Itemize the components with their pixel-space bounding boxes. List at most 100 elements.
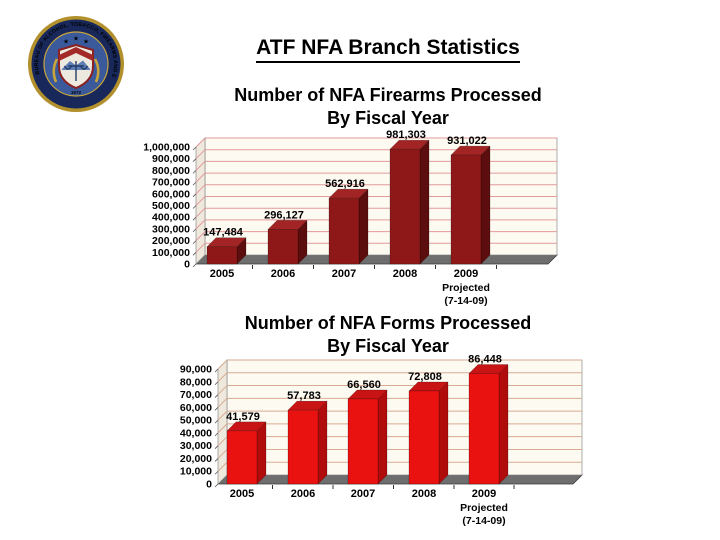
y-tick-label: 900,000 xyxy=(152,153,190,165)
bar-2006 xyxy=(267,229,299,265)
x-category-note: Projected xyxy=(460,502,508,514)
chart1-title: Number of NFA Firearms Processed By Fisc… xyxy=(234,85,542,128)
bar-value-label: 57,783 xyxy=(287,390,321,402)
y-tick-label: 1,000,000 xyxy=(143,142,190,154)
chart-svg-0: 0100,000200,000300,000400,000500,000600,… xyxy=(143,129,558,307)
bar-2008 xyxy=(408,390,440,485)
y-tick-label: 70,000 xyxy=(180,389,212,401)
y-tick xyxy=(214,381,219,386)
y-tick-label: 500,000 xyxy=(152,200,190,212)
y-tick-label: 300,000 xyxy=(152,223,190,235)
gridline-stub xyxy=(217,449,228,459)
gridline-stub xyxy=(195,149,206,160)
x-category-label: 2009 xyxy=(472,488,496,500)
gridline-stub xyxy=(217,385,228,395)
y-tick xyxy=(192,193,197,198)
chart-svg-1: 010,00020,00030,00040,00050,00060,00070,… xyxy=(180,354,583,527)
gridline-stub xyxy=(217,423,228,434)
bar-value-label: 296,127 xyxy=(264,209,304,221)
gridline-stub xyxy=(217,410,228,421)
gridline-stub xyxy=(217,372,228,383)
gridline-stub xyxy=(195,231,206,241)
bar-side-2009 xyxy=(498,363,509,485)
y-tick-label: 90,000 xyxy=(180,364,212,376)
plot-back-wall xyxy=(226,359,583,476)
x-category-note: (7-14-09) xyxy=(444,295,487,307)
bar-value-label: 562,916 xyxy=(325,178,365,190)
x-category-label: 2009 xyxy=(454,268,478,280)
x-category-label: 2008 xyxy=(393,268,417,280)
y-tick-label: 40,000 xyxy=(180,427,212,439)
y-tick-label: 0 xyxy=(206,479,212,491)
chart2-title: Number of NFA Forms Processed By Fiscal … xyxy=(244,313,532,356)
y-tick-label: 0 xyxy=(184,259,190,271)
bar-2005 xyxy=(226,430,258,485)
atf-seal-logo: BUREAU OF ALCOHOL, TOBACCO, FIREARMS AND… xyxy=(26,14,124,112)
x-category-note: Projected xyxy=(442,282,490,294)
gridline-stub xyxy=(195,137,206,148)
x-category-label: 2006 xyxy=(291,488,315,500)
bar-2006 xyxy=(287,409,319,485)
plot-floor xyxy=(195,254,558,265)
gridline-stub xyxy=(195,219,206,230)
seal-star-icon: ★ xyxy=(73,35,79,43)
y-tick-label: 10,000 xyxy=(180,466,212,478)
y-tick-label: 30,000 xyxy=(180,440,212,452)
y-tick xyxy=(214,458,219,462)
gridline-stub xyxy=(195,196,206,206)
gridline-stub xyxy=(195,207,206,218)
bar-value-label: 66,560 xyxy=(347,379,381,391)
gridline-stub xyxy=(217,436,228,447)
bar-2009 xyxy=(468,373,500,485)
bar-2009 xyxy=(450,154,482,265)
y-tick-label: 200,000 xyxy=(152,235,190,247)
y-tick xyxy=(192,158,197,162)
bar-side-2005 xyxy=(256,421,267,485)
y-tick-label: 100,000 xyxy=(152,247,190,259)
seal-shield-chevron xyxy=(59,47,93,61)
x-category-label: 2005 xyxy=(210,268,234,280)
bar-side-2007 xyxy=(358,188,369,265)
x-category-label: 2007 xyxy=(351,488,375,500)
y-tick xyxy=(214,432,219,437)
bar-value-label: 41,579 xyxy=(226,411,260,423)
seal-laurel-right xyxy=(93,58,100,83)
y-tick xyxy=(214,407,219,411)
bar-value-label: 86,448 xyxy=(468,354,502,366)
y-tick xyxy=(192,205,197,209)
y-tick xyxy=(192,146,197,151)
y-tick xyxy=(192,252,197,256)
y-tick xyxy=(192,240,197,244)
y-tick xyxy=(192,228,197,233)
bar-side-2006 xyxy=(317,400,328,485)
bar-side-2009 xyxy=(480,145,491,265)
seal-laurel-left xyxy=(52,58,59,83)
y-tick xyxy=(214,445,219,449)
bar-side-2008 xyxy=(438,381,449,485)
y-tick-label: 600,000 xyxy=(152,188,190,200)
y-tick-label: 400,000 xyxy=(152,212,190,224)
y-tick-label: 60,000 xyxy=(180,402,212,414)
bar-2005 xyxy=(206,246,238,265)
y-tick xyxy=(192,170,197,174)
seal-scales-icon xyxy=(63,61,89,81)
x-category-label: 2006 xyxy=(271,268,295,280)
seal-star-icon: ★ xyxy=(63,38,69,46)
bar-value-label: 147,484 xyxy=(203,227,244,239)
seal-shield-mountain xyxy=(62,60,90,70)
bar-2007 xyxy=(328,197,360,265)
y-tick xyxy=(192,263,197,268)
y-tick xyxy=(214,368,219,373)
y-tick-label: 20,000 xyxy=(180,453,212,465)
y-tick-label: 80,000 xyxy=(180,376,212,388)
y-tick xyxy=(214,394,219,398)
x-category-label: 2007 xyxy=(332,268,356,280)
bar-value-label: 981,303 xyxy=(386,129,426,141)
bar-side-2007 xyxy=(377,389,388,485)
gridline-stub xyxy=(195,161,206,171)
y-tick-label: 50,000 xyxy=(180,415,212,427)
gridline-stub xyxy=(195,242,206,253)
bar-2008 xyxy=(389,148,421,265)
y-tick xyxy=(192,216,197,221)
